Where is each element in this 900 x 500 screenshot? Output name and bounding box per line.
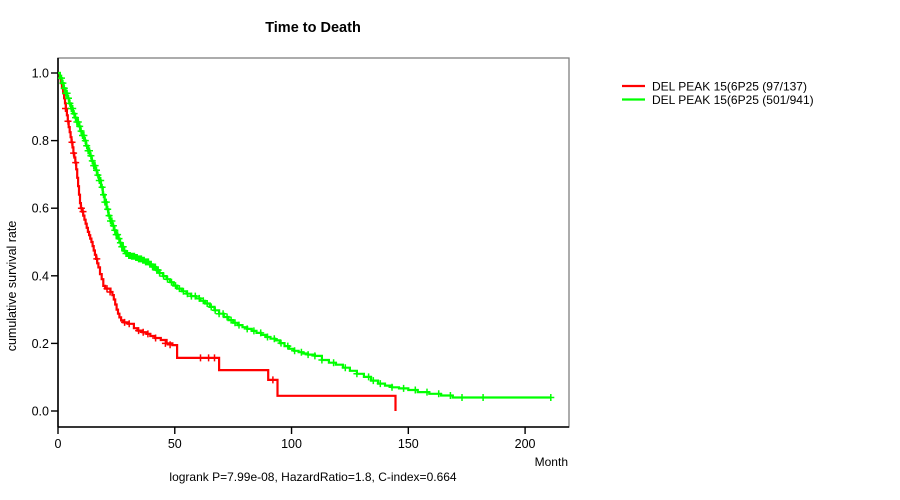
plot-area: 0 50 100 150 200 0.0 0.2 0.4 0.6 0.8 1.0 <box>32 57 570 451</box>
chart-title: Time to Death <box>265 20 361 36</box>
x-axis-tick-label: 100 <box>281 437 302 451</box>
legend-label-red: DEL PEAK 15(6P25 (97/137) <box>652 80 807 94</box>
legend-label-green: DEL PEAK 15(6P25 (501/941) <box>652 93 814 107</box>
y-axis-tick-label: 0.0 <box>32 405 49 419</box>
x-axis-tick-label: 0 <box>55 437 62 451</box>
y-axis-tick-label: 0.6 <box>32 202 49 216</box>
plot-box <box>57 57 570 428</box>
survival-curve-0 <box>58 71 397 411</box>
y-axis-label: cumulative survival rate <box>5 221 19 352</box>
survival-curve-1 <box>58 71 551 399</box>
y-axis-tick-label: 0.2 <box>32 337 49 351</box>
x-axis-tick-label: 200 <box>515 437 536 451</box>
censor-marks-0 <box>62 105 277 384</box>
y-axis-tick-label: 1.0 <box>32 67 49 81</box>
x-axis-tick-label: 50 <box>168 437 182 451</box>
y-axis-tick-label: 0.8 <box>32 134 49 148</box>
stats-caption: logrank P=7.99e-08, HazardRatio=1.8, C-i… <box>169 470 457 484</box>
x-axis-tick-label: 150 <box>398 437 419 451</box>
y-axis-tick-label: 0.4 <box>32 269 49 283</box>
legend: DEL PEAK 15(6P25 (97/137) DEL PEAK 15(6P… <box>622 80 814 107</box>
censor-marks-1 <box>58 74 555 401</box>
x-axis-label: Month <box>535 455 568 469</box>
